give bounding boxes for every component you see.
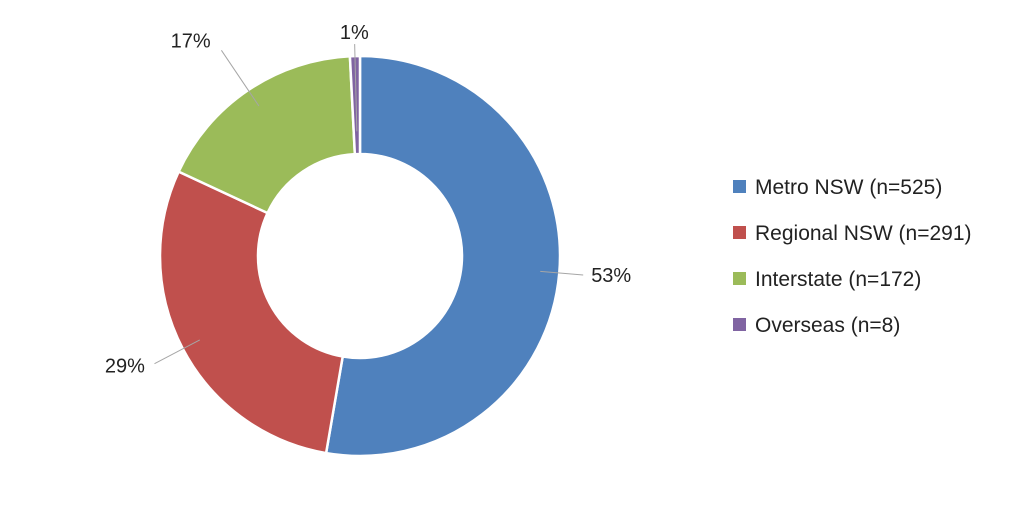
slice-overseas [348,54,362,156]
legend-swatch-regional-nsw [733,226,746,239]
leader-line-overseas [354,44,358,132]
data-label-overseas: 1% [340,22,369,44]
slice-interstate [176,54,357,215]
leader-line-interstate [220,50,260,107]
data-labels: 53% 29% 17% 1% [105,22,632,377]
leader-line-regional-nsw [154,339,200,365]
leader-lines [154,44,584,365]
legend-label-overseas: Overseas (n=8) [755,314,900,337]
legend-label-interstate: Interstate (n=172) [755,268,921,291]
data-label-interstate: 17% [171,30,211,52]
data-label-metro-nsw: 53% [591,265,631,287]
donut-slices [158,54,562,458]
slice-regional-nsw [158,170,345,455]
legend-swatch-metro-nsw [733,180,746,193]
legend-label-metro-nsw: Metro NSW (n=525) [755,176,942,199]
data-label-regional-nsw: 29% [105,356,145,378]
slice-metro-nsw [324,54,562,458]
legend-swatch-overseas [733,318,746,331]
legend: Metro NSW (n=525) Regional NSW (n=291) Int… [733,176,972,337]
legend-swatch-interstate [733,272,746,285]
legend-label-regional-nsw: Regional NSW (n=291) [755,222,972,245]
leader-line-metro-nsw [540,270,584,276]
